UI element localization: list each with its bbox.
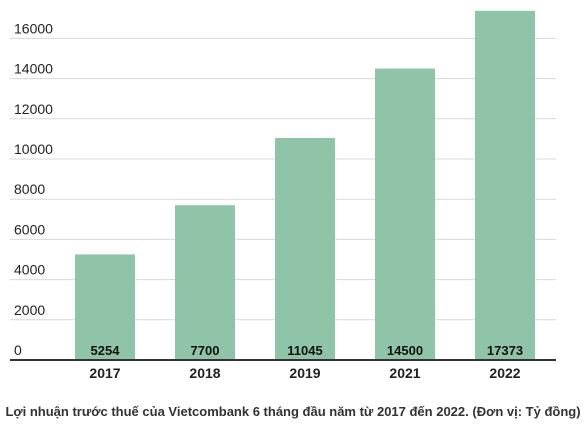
bars — [75, 10, 535, 361]
y-axis-ticks: 0 2000 4000 6000 8000 10000 12000 14000 16000 — [14, 20, 53, 358]
y-tick-label: 6000 — [14, 221, 45, 237]
bar — [475, 10, 535, 360]
chart-caption: Lợi nhuận trước thuế của Vietcombank 6 t… — [5, 404, 581, 419]
y-tick-label: 8000 — [14, 181, 45, 197]
y-tick-label: 2000 — [14, 302, 45, 318]
bar — [175, 205, 235, 360]
y-tick-label: 14000 — [14, 61, 53, 77]
x-axis-ticks: 2017 2018 2019 2021 2022 — [89, 365, 520, 381]
x-tick-label: 2018 — [189, 365, 220, 381]
y-tick-label: 12000 — [14, 101, 53, 117]
bar-value-label: 17373 — [487, 343, 523, 358]
x-tick-label: 2021 — [389, 365, 420, 381]
bar — [375, 68, 435, 361]
y-tick-label: 0 — [14, 342, 22, 358]
bar — [75, 254, 135, 360]
y-tick-label: 16000 — [14, 20, 53, 36]
bar — [275, 137, 335, 360]
bar-value-label: 11045 — [287, 343, 322, 358]
y-tick-label: 10000 — [14, 141, 53, 157]
bar-value-label: 5254 — [91, 343, 121, 358]
x-tick-label: 2017 — [89, 365, 120, 381]
bar-value-label: 14500 — [387, 343, 423, 358]
y-tick-label: 4000 — [14, 262, 45, 278]
bar-value-label: 7700 — [191, 343, 220, 358]
x-tick-label: 2022 — [489, 365, 520, 381]
x-tick-label: 2019 — [289, 365, 320, 381]
data-labels: 5254 7700 11045 14500 17373 — [91, 343, 524, 358]
